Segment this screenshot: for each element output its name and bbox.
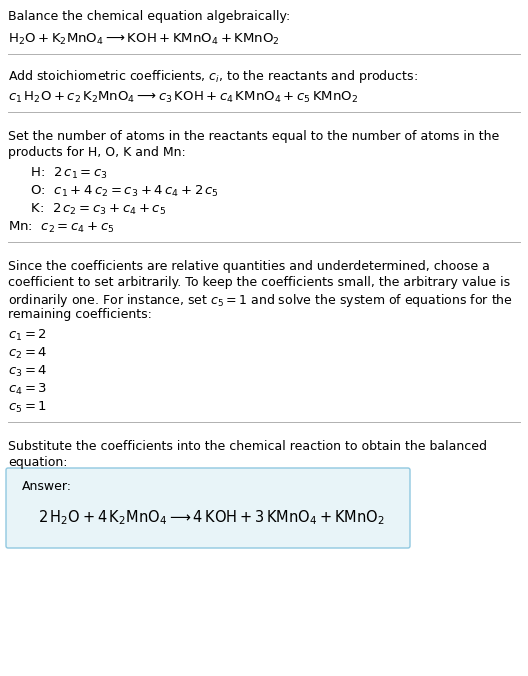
Text: H:  $2\,c_1 = c_3$: H: $2\,c_1 = c_3$ bbox=[22, 166, 108, 181]
Text: products for H, O, K and Mn:: products for H, O, K and Mn: bbox=[8, 146, 186, 159]
Text: Substitute the coefficients into the chemical reaction to obtain the balanced: Substitute the coefficients into the che… bbox=[8, 440, 487, 453]
Text: Add stoichiometric coefficients, $c_i$, to the reactants and products:: Add stoichiometric coefficients, $c_i$, … bbox=[8, 68, 418, 85]
Text: $\mathrm{H_2O + K_2MnO_4 \longrightarrow KOH + KMnO_4 + KMnO_2}$: $\mathrm{H_2O + K_2MnO_4 \longrightarrow… bbox=[8, 32, 280, 47]
Text: $c_4 = 3$: $c_4 = 3$ bbox=[8, 382, 47, 397]
Text: Mn:  $c_2 = c_4 + c_5$: Mn: $c_2 = c_4 + c_5$ bbox=[8, 220, 115, 235]
Text: Answer:: Answer: bbox=[22, 480, 72, 493]
Text: $c_1\, \mathrm{H_2O} + c_2\, \mathrm{K_2MnO_4} \longrightarrow c_3\, \mathrm{KOH: $c_1\, \mathrm{H_2O} + c_2\, \mathrm{K_2… bbox=[8, 90, 358, 105]
Text: Since the coefficients are relative quantities and underdetermined, choose a: Since the coefficients are relative quan… bbox=[8, 260, 490, 273]
Text: Set the number of atoms in the reactants equal to the number of atoms in the: Set the number of atoms in the reactants… bbox=[8, 130, 499, 143]
Text: K:  $2\,c_2 = c_3 + c_4 + c_5$: K: $2\,c_2 = c_3 + c_4 + c_5$ bbox=[22, 202, 166, 217]
Text: remaining coefficients:: remaining coefficients: bbox=[8, 308, 152, 321]
Text: $c_1 = 2$: $c_1 = 2$ bbox=[8, 328, 47, 343]
Text: coefficient to set arbitrarily. To keep the coefficients small, the arbitrary va: coefficient to set arbitrarily. To keep … bbox=[8, 276, 510, 289]
Text: $2\, \mathrm{H_2O} + 4\, \mathrm{K_2MnO_4} \longrightarrow 4\, \mathrm{KOH} + 3\: $2\, \mathrm{H_2O} + 4\, \mathrm{K_2MnO_… bbox=[38, 508, 385, 527]
Text: equation:: equation: bbox=[8, 456, 68, 469]
Text: ordinarily one. For instance, set $c_5 = 1$ and solve the system of equations fo: ordinarily one. For instance, set $c_5 =… bbox=[8, 292, 513, 309]
FancyBboxPatch shape bbox=[6, 468, 410, 548]
Text: $c_2 = 4$: $c_2 = 4$ bbox=[8, 346, 48, 361]
Text: $c_5 = 1$: $c_5 = 1$ bbox=[8, 400, 47, 415]
Text: Balance the chemical equation algebraically:: Balance the chemical equation algebraica… bbox=[8, 10, 290, 23]
Text: $c_3 = 4$: $c_3 = 4$ bbox=[8, 364, 48, 379]
Text: O:  $c_1 + 4\,c_2 = c_3 + 4\,c_4 + 2\,c_5$: O: $c_1 + 4\,c_2 = c_3 + 4\,c_4 + 2\,c_5… bbox=[22, 184, 219, 199]
